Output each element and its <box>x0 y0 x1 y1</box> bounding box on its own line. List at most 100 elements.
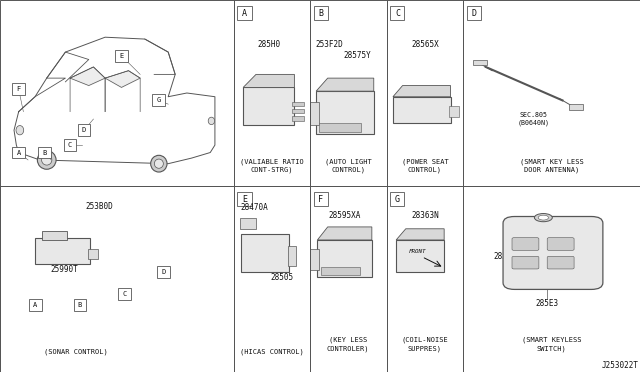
Bar <box>243 87 294 125</box>
Polygon shape <box>14 37 215 164</box>
Bar <box>467 6 481 20</box>
Bar <box>77 124 90 136</box>
FancyBboxPatch shape <box>512 238 539 250</box>
Text: E: E <box>119 53 124 59</box>
Bar <box>569 104 583 110</box>
Text: 25990T: 25990T <box>50 265 78 274</box>
Text: (AUTO LIGHT
CONTROL): (AUTO LIGHT CONTROL) <box>324 158 372 173</box>
Text: (VALIABLE RATIO
CONT-STRG): (VALIABLE RATIO CONT-STRG) <box>240 158 304 173</box>
Bar <box>237 6 252 20</box>
Bar <box>240 218 256 229</box>
Ellipse shape <box>154 159 163 168</box>
Bar <box>237 192 252 206</box>
Text: FRONT: FRONT <box>408 248 426 254</box>
Ellipse shape <box>208 117 214 125</box>
Text: F: F <box>17 86 21 92</box>
Ellipse shape <box>42 155 52 165</box>
Text: 28470A: 28470A <box>241 203 269 212</box>
Text: 253B0D: 253B0D <box>85 202 113 211</box>
Ellipse shape <box>150 155 167 172</box>
Bar <box>314 6 328 20</box>
Text: 253F2D: 253F2D <box>315 40 343 49</box>
Ellipse shape <box>534 214 552 222</box>
Text: C: C <box>395 9 400 18</box>
Bar <box>310 102 319 125</box>
Bar <box>234 0 310 186</box>
Bar <box>12 83 25 95</box>
FancyBboxPatch shape <box>512 256 539 269</box>
Polygon shape <box>243 74 294 87</box>
Bar <box>288 246 296 266</box>
Bar <box>88 249 98 259</box>
Text: A: A <box>242 9 247 18</box>
Text: E: E <box>242 195 247 204</box>
Text: G: G <box>395 195 400 204</box>
Bar <box>292 116 304 121</box>
Text: C: C <box>68 142 72 148</box>
Polygon shape <box>393 86 451 97</box>
Bar <box>152 94 165 106</box>
Bar <box>74 299 86 311</box>
Bar <box>321 267 360 275</box>
Bar <box>157 266 170 278</box>
Text: 285H0: 285H0 <box>257 40 280 49</box>
Text: 285E3: 285E3 <box>535 299 558 308</box>
Text: F: F <box>318 195 323 204</box>
Text: C: C <box>123 291 127 297</box>
Bar <box>449 106 459 117</box>
Bar <box>319 123 361 132</box>
Bar <box>0 0 234 186</box>
Text: B: B <box>318 9 323 18</box>
Bar <box>316 91 374 134</box>
Bar <box>42 231 67 240</box>
Text: (KEY LESS
CONTROLER): (KEY LESS CONTROLER) <box>327 337 369 352</box>
Text: (HICAS CONTROL): (HICAS CONTROL) <box>240 348 304 355</box>
Bar <box>12 147 25 158</box>
Bar <box>0 186 234 372</box>
Bar <box>241 234 289 272</box>
Bar <box>387 186 463 372</box>
Text: (COIL-NOISE
SUPPRES): (COIL-NOISE SUPPRES) <box>401 337 449 352</box>
Text: A: A <box>33 302 37 308</box>
Bar <box>473 60 487 65</box>
FancyBboxPatch shape <box>503 217 603 289</box>
Bar <box>234 186 310 372</box>
FancyBboxPatch shape <box>547 238 574 250</box>
Text: (SMART KEY LESS
DOOR ANTENNA): (SMART KEY LESS DOOR ANTENNA) <box>520 158 584 173</box>
Text: D: D <box>161 269 165 275</box>
Bar <box>314 192 328 206</box>
Bar <box>393 97 451 123</box>
Text: 28575Y: 28575Y <box>344 51 372 60</box>
Bar <box>387 0 463 186</box>
Bar <box>292 109 304 113</box>
Text: (POWER SEAT
CONTROL): (POWER SEAT CONTROL) <box>401 158 449 173</box>
Bar <box>396 240 444 272</box>
Bar <box>35 238 90 264</box>
Polygon shape <box>396 229 444 240</box>
Text: 28565X: 28565X <box>411 40 439 49</box>
Text: D: D <box>82 127 86 133</box>
Polygon shape <box>316 78 374 91</box>
Bar <box>115 50 128 62</box>
Polygon shape <box>70 67 105 86</box>
Ellipse shape <box>37 151 56 169</box>
Text: 28599: 28599 <box>493 252 516 261</box>
Bar <box>463 186 640 372</box>
Text: G: G <box>157 97 161 103</box>
Ellipse shape <box>538 215 548 220</box>
Text: B: B <box>78 302 82 308</box>
Text: (SONAR CONTROL): (SONAR CONTROL) <box>44 348 108 355</box>
Bar <box>292 102 304 106</box>
Text: (SMART KEYLESS
SWITCH): (SMART KEYLESS SWITCH) <box>522 337 581 352</box>
Bar <box>310 186 387 372</box>
Ellipse shape <box>16 125 24 135</box>
Polygon shape <box>105 71 140 87</box>
Bar <box>317 240 372 277</box>
Text: SEC.805
(B0640N): SEC.805 (B0640N) <box>518 112 550 126</box>
Text: B: B <box>42 150 47 155</box>
Polygon shape <box>317 227 372 240</box>
Bar <box>38 147 51 158</box>
Text: 28363N: 28363N <box>411 211 439 220</box>
Bar <box>29 299 42 311</box>
Text: 28505: 28505 <box>270 273 293 282</box>
